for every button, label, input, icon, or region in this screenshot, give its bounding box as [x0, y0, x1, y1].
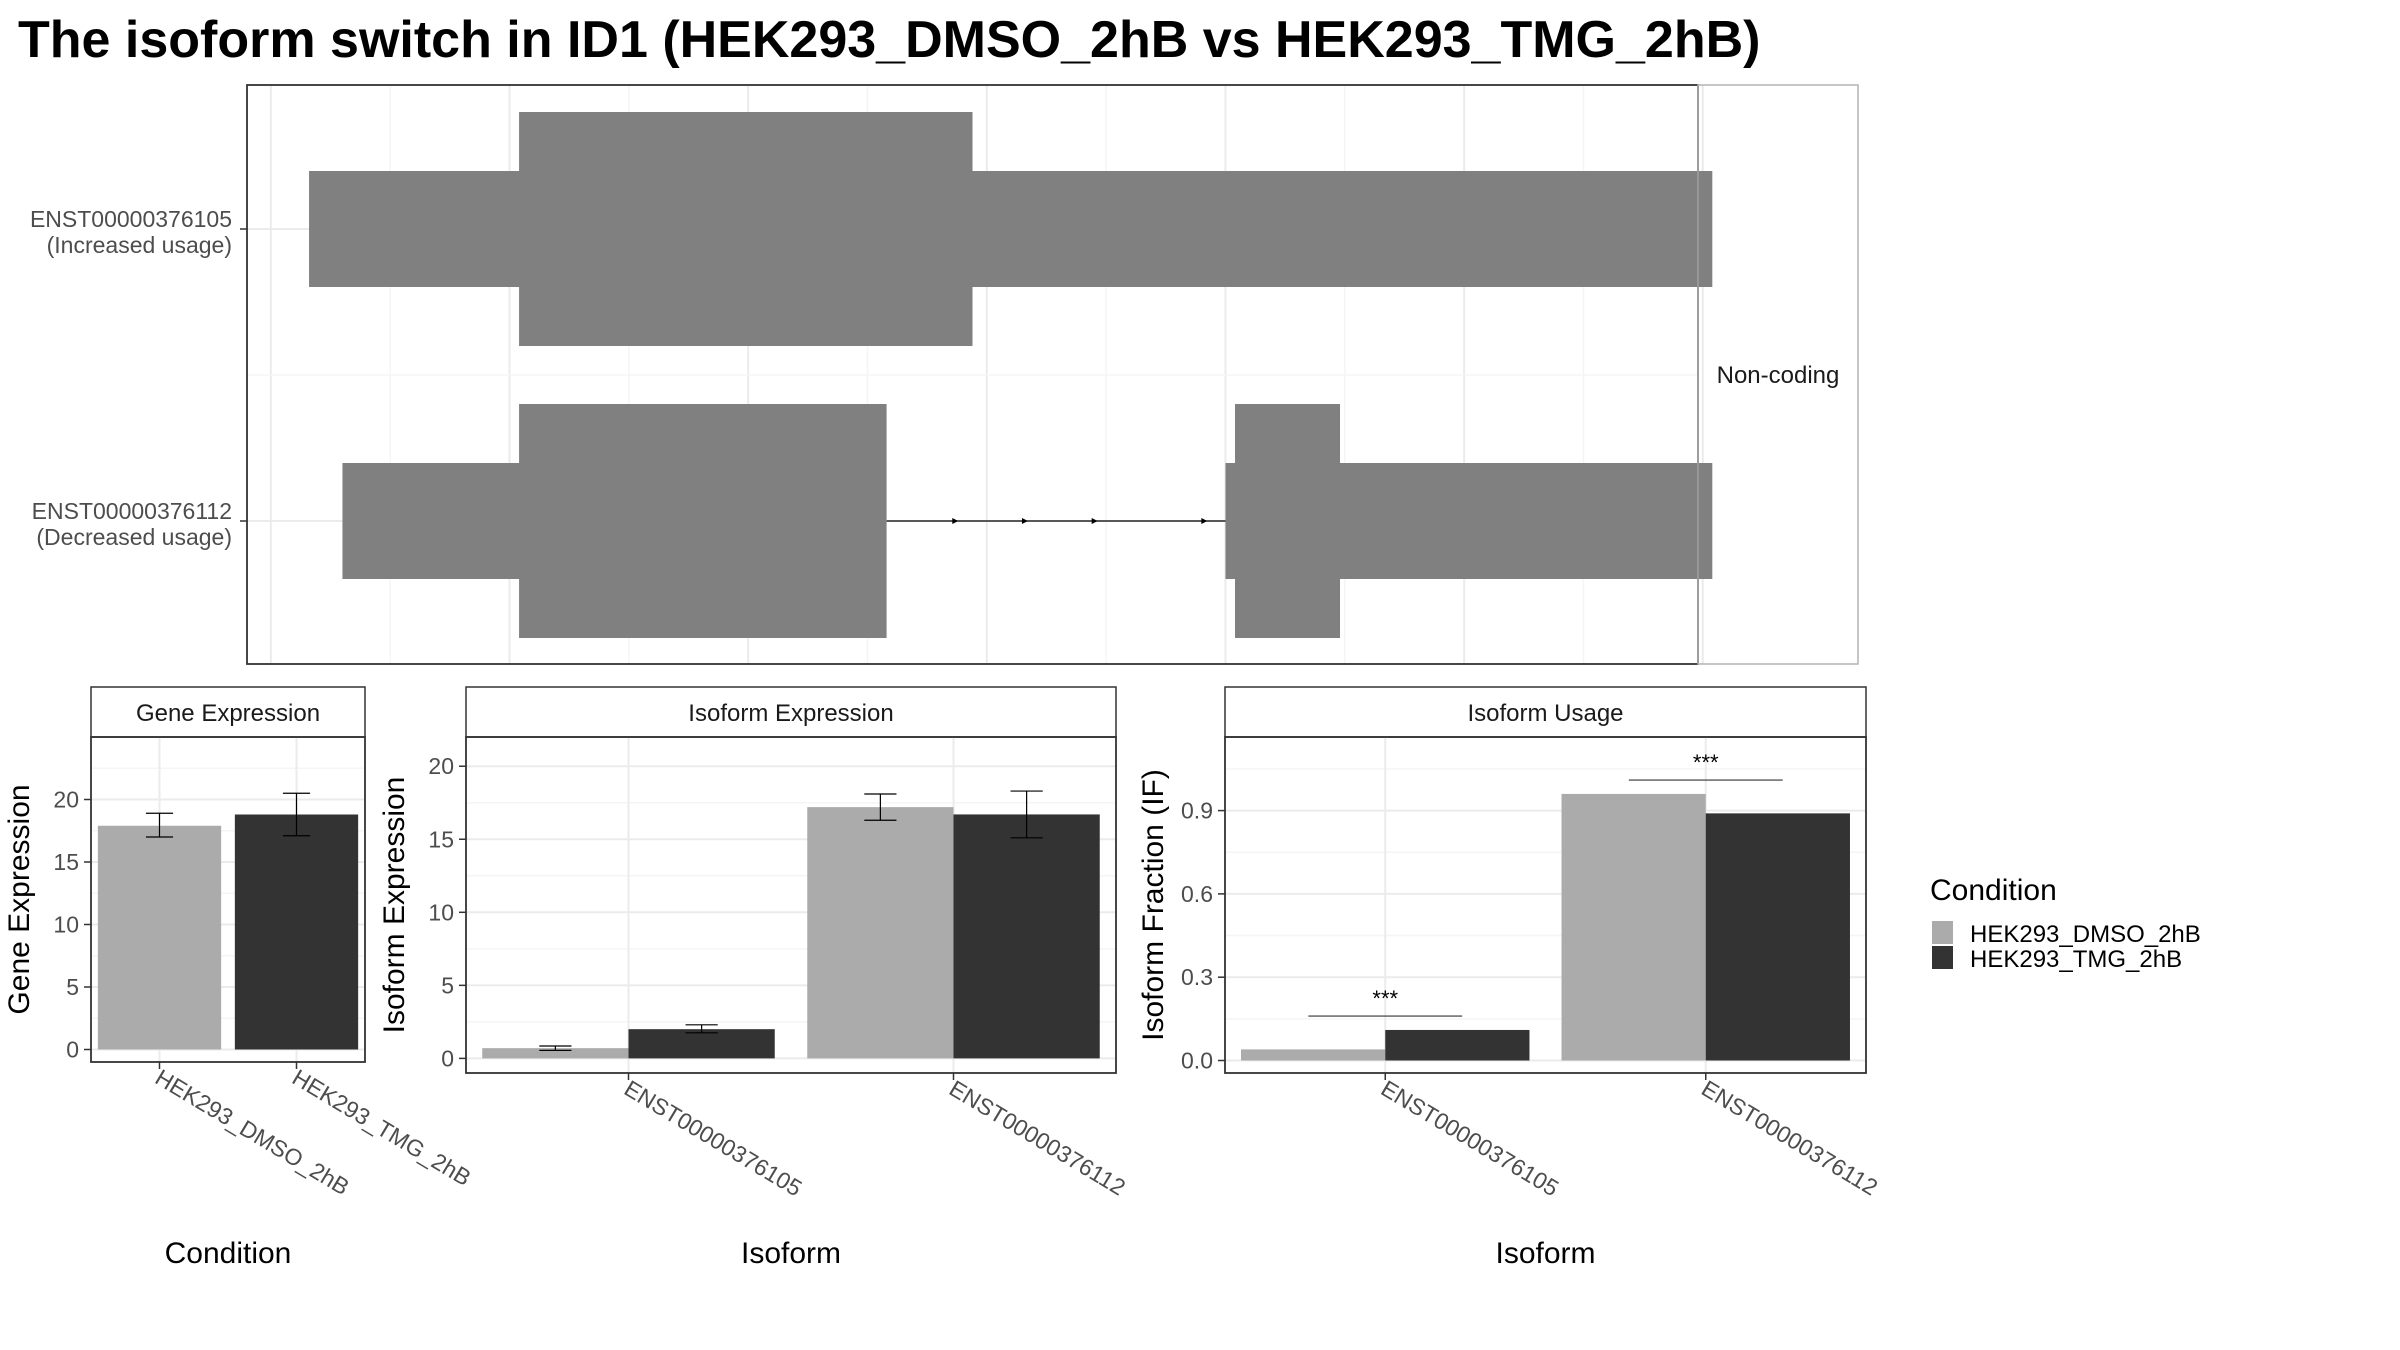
transcript-structure-panel: ENST00000376105(Increased usage) ENST0000…	[30, 84, 1859, 665]
isoform-usage-panel: Isoform Usage 0.0 0.3 0.6 0.9 *** ENST00000376…	[1137, 686, 1882, 1270]
panel-strip	[90, 686, 366, 738]
y-tick-label: 15	[53, 849, 79, 875]
legend-key-tmg	[1932, 946, 1953, 969]
facet-strip-label: Non-coding	[1717, 362, 1840, 389]
panel-strip-title: Isoform Expression	[688, 700, 893, 727]
cds-block	[1235, 404, 1341, 638]
x-tick-label: ENST00000376112	[945, 1075, 1130, 1200]
y-tick-label: 0	[66, 1037, 79, 1063]
x-tick-label: ENST00000376105	[1377, 1075, 1564, 1201]
y-axis-title: Isoform Expression	[378, 777, 411, 1034]
y-tick-label: 0.6	[1181, 881, 1213, 907]
y-axis-title: Isoform Fraction (IF)	[1137, 769, 1170, 1041]
y-tick-label: 20	[53, 787, 79, 813]
bar	[1705, 813, 1850, 1061]
intron-arrow	[1091, 518, 1098, 524]
bar	[97, 825, 222, 1050]
transcript-label: ENST00000376105	[30, 206, 232, 232]
panel-strip-title: Isoform Usage	[1467, 700, 1623, 727]
panel-strip	[465, 686, 1117, 738]
panel-strip	[1224, 686, 1867, 738]
panel-border	[465, 736, 1117, 1074]
legend-label-dmso: HEK293_DMSO_2hB	[1970, 921, 2201, 948]
bar	[807, 807, 954, 1059]
intron-arrow	[1201, 518, 1208, 524]
x-tick-label: ENST00000376105	[620, 1075, 807, 1201]
x-axis-title: Isoform	[1495, 1237, 1595, 1270]
y-tick-label: 5	[66, 974, 79, 1000]
x-axis-title: Condition	[165, 1237, 292, 1270]
panel-border	[90, 736, 366, 1063]
y-axis-title: Gene Expression	[3, 784, 36, 1014]
transcript-usage-label: (Increased usage)	[47, 232, 232, 258]
figure-title: The isoform switch in ID1 (HEK293_DMSO_2…	[18, 11, 1760, 69]
legend-label-tmg: HEK293_TMG_2hB	[1970, 946, 2182, 973]
legend: Condition HEK293_DMSO_2hB HEK293_TMG_2hB	[1930, 874, 2201, 973]
significance-stars: ***	[1693, 750, 1719, 775]
intron-arrow	[952, 518, 959, 524]
bar	[628, 1029, 775, 1059]
y-tick-label: 0.0	[1181, 1048, 1213, 1074]
error-bar	[1010, 790, 1043, 839]
bar	[482, 1048, 629, 1059]
y-tick-label: 0.9	[1181, 798, 1213, 824]
bar	[1385, 1029, 1530, 1061]
y-tick-label: 5	[441, 972, 454, 998]
cds-block	[519, 404, 887, 638]
x-axis-title: Isoform	[741, 1237, 841, 1270]
panel-strip-title: Gene Expression	[136, 700, 320, 727]
bar	[234, 814, 359, 1050]
isoform-expression-panel: Isoform Expression 0 5 10 15 20 ENST0000037610…	[378, 686, 1130, 1270]
bar	[953, 814, 1100, 1059]
bar	[1561, 793, 1706, 1061]
y-tick-label: 20	[428, 753, 454, 779]
facet-strip	[1697, 84, 1859, 665]
panel-border	[1224, 736, 1867, 1074]
y-tick-label: 0.3	[1181, 964, 1213, 990]
y-tick-label: 10	[53, 912, 79, 938]
transcript-usage-label: (Decreased usage)	[36, 524, 232, 550]
error-bar	[145, 812, 174, 838]
y-tick-label: 0	[441, 1045, 454, 1071]
significance-stars: ***	[1372, 986, 1398, 1011]
legend-title: Condition	[1930, 874, 2057, 907]
legend-key-dmso	[1932, 921, 1953, 944]
error-bar	[539, 1045, 572, 1051]
y-tick-label: 15	[428, 826, 454, 852]
error-bar	[685, 1024, 718, 1034]
x-tick-label: ENST00000376112	[1697, 1075, 1882, 1200]
y-tick-label: 10	[428, 899, 454, 925]
bar	[1241, 1049, 1386, 1061]
cds-block	[519, 112, 973, 346]
intron-arrow	[1021, 518, 1028, 524]
error-bar	[864, 793, 897, 821]
transcript-label: ENST00000376112	[32, 498, 232, 524]
error-bar	[282, 792, 311, 837]
